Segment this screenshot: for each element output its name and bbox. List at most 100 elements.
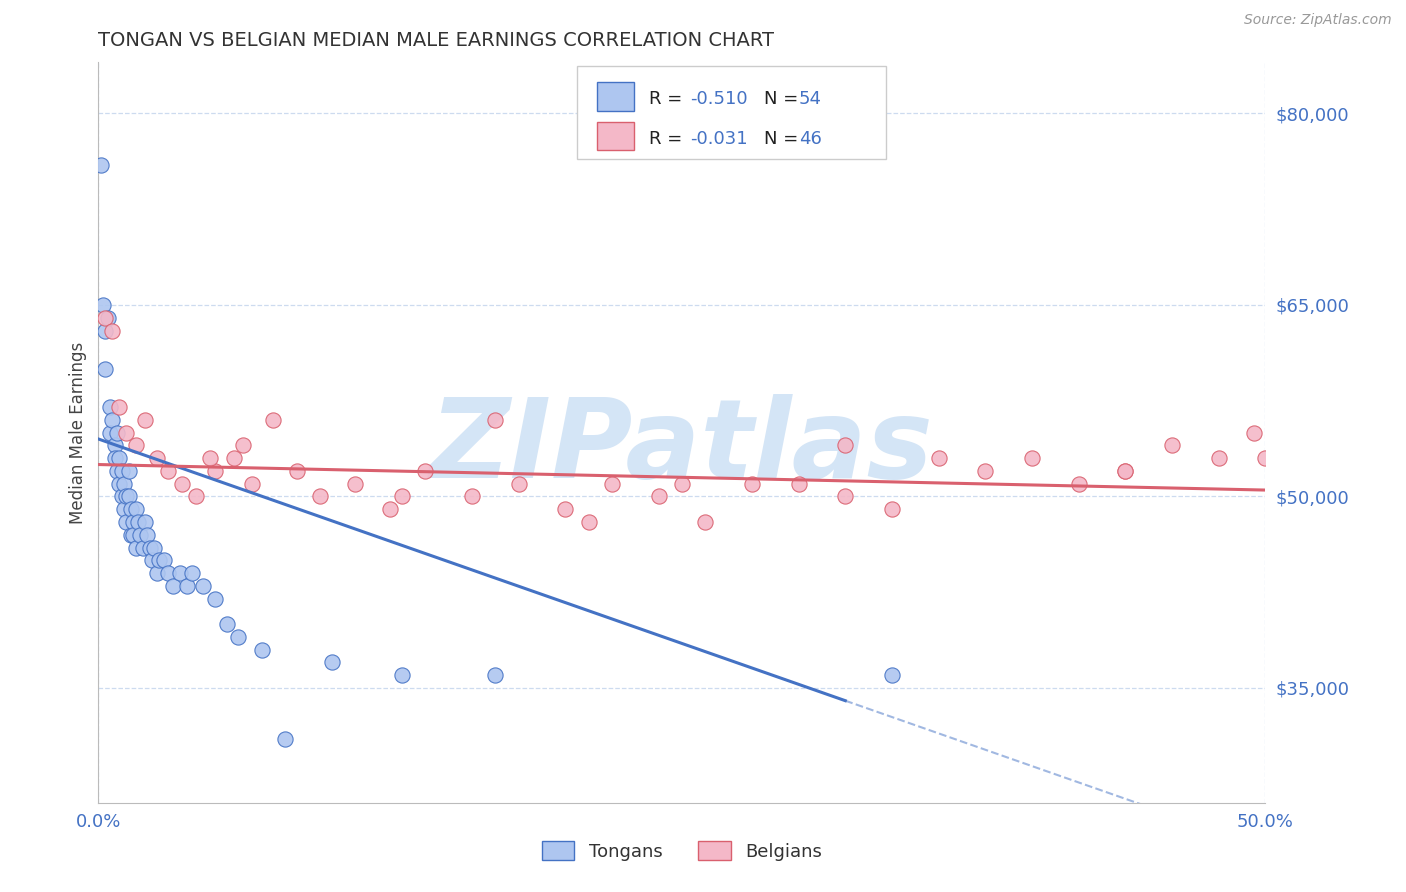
Point xyxy=(108,451,131,466)
Point xyxy=(104,451,127,466)
Point xyxy=(105,425,128,440)
Point xyxy=(146,566,169,580)
Point xyxy=(122,515,145,529)
Point xyxy=(105,464,128,478)
Legend: Tongans, Belgians: Tongans, Belgians xyxy=(534,834,830,868)
Text: N =: N = xyxy=(763,129,804,148)
Point xyxy=(157,566,180,580)
Point xyxy=(108,476,131,491)
FancyBboxPatch shape xyxy=(576,66,886,159)
Point xyxy=(125,438,148,452)
Point xyxy=(134,515,156,529)
Point xyxy=(600,476,623,491)
Point xyxy=(112,502,135,516)
Point xyxy=(204,464,226,478)
Point xyxy=(391,668,413,682)
Point xyxy=(125,502,148,516)
Point xyxy=(125,541,148,555)
Point xyxy=(186,490,208,504)
Point xyxy=(97,310,120,325)
Point xyxy=(98,400,121,414)
Point xyxy=(204,591,226,606)
Point xyxy=(222,451,245,466)
Point xyxy=(115,515,138,529)
Point xyxy=(391,490,413,504)
Point xyxy=(193,579,215,593)
Point xyxy=(169,566,191,580)
Point xyxy=(146,451,169,466)
Point xyxy=(787,476,810,491)
Point xyxy=(94,310,117,325)
Point xyxy=(1114,464,1136,478)
Point xyxy=(232,438,254,452)
Text: Source: ZipAtlas.com: Source: ZipAtlas.com xyxy=(1244,13,1392,28)
Point xyxy=(112,476,135,491)
Point xyxy=(104,438,127,452)
Point xyxy=(321,656,343,670)
Point xyxy=(834,490,856,504)
Point xyxy=(274,731,297,746)
Point xyxy=(90,157,112,171)
Point xyxy=(695,515,717,529)
Point xyxy=(200,451,222,466)
Point xyxy=(380,502,402,516)
Point xyxy=(1021,451,1043,466)
Point xyxy=(157,464,180,478)
Text: N =: N = xyxy=(763,90,804,109)
Point xyxy=(139,541,162,555)
Point xyxy=(484,413,506,427)
Text: TONGAN VS BELGIAN MEDIAN MALE EARNINGS CORRELATION CHART: TONGAN VS BELGIAN MEDIAN MALE EARNINGS C… xyxy=(98,30,775,50)
Point xyxy=(101,413,124,427)
Point xyxy=(834,438,856,452)
Point xyxy=(344,476,367,491)
Point xyxy=(262,413,284,427)
Point xyxy=(148,553,170,567)
Point xyxy=(118,490,141,504)
Point xyxy=(484,668,506,682)
Point xyxy=(880,502,903,516)
Point xyxy=(647,490,669,504)
Point xyxy=(152,553,174,567)
Text: 54: 54 xyxy=(799,90,821,109)
Point xyxy=(880,668,903,682)
Point xyxy=(141,553,163,567)
Point xyxy=(508,476,530,491)
Point xyxy=(250,642,273,657)
Point xyxy=(122,527,145,541)
Point xyxy=(115,425,138,440)
Point xyxy=(172,476,194,491)
Point xyxy=(98,425,121,440)
Point xyxy=(132,541,155,555)
Text: -0.510: -0.510 xyxy=(690,90,748,109)
Point xyxy=(578,515,600,529)
Point xyxy=(101,324,124,338)
Text: ZIPatlas: ZIPatlas xyxy=(430,394,934,501)
Point xyxy=(928,451,950,466)
Text: -0.031: -0.031 xyxy=(690,129,748,148)
Point xyxy=(127,515,149,529)
Point xyxy=(1208,451,1230,466)
Point xyxy=(143,541,166,555)
Point xyxy=(118,464,141,478)
Point xyxy=(176,579,198,593)
Point xyxy=(309,490,332,504)
Point xyxy=(162,579,184,593)
FancyBboxPatch shape xyxy=(596,121,634,150)
Point xyxy=(215,617,238,632)
Point xyxy=(285,464,308,478)
Point xyxy=(554,502,576,516)
Point xyxy=(461,490,484,504)
Point xyxy=(1114,464,1136,478)
Point xyxy=(108,400,131,414)
Point xyxy=(413,464,436,478)
Point xyxy=(228,630,250,644)
Point xyxy=(1254,451,1277,466)
Point xyxy=(974,464,997,478)
Point xyxy=(91,298,114,312)
Point xyxy=(134,413,156,427)
Point xyxy=(1067,476,1090,491)
Point xyxy=(1243,425,1265,440)
Point xyxy=(671,476,693,491)
Text: R =: R = xyxy=(650,129,688,148)
Point xyxy=(120,527,142,541)
